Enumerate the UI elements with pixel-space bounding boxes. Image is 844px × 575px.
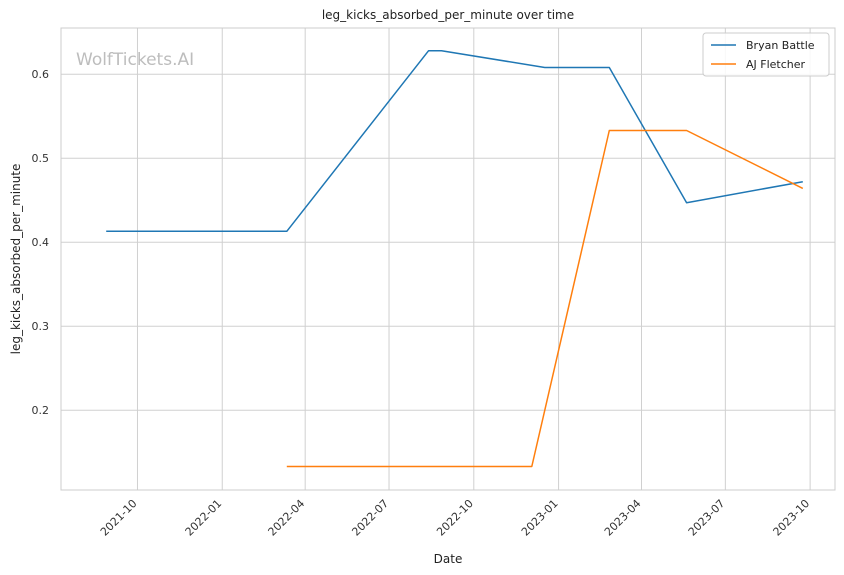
x-tick-label: 2022-07 xyxy=(349,497,391,539)
y-axis-title: leg_kicks_absorbed_per_minute xyxy=(9,164,23,355)
y-tick-label: 0.6 xyxy=(32,68,50,81)
series-line-0 xyxy=(106,49,803,233)
y-tick-label: 0.4 xyxy=(32,236,50,249)
y-tick-labels: 0.2 0.3 0.4 0.5 0.6 xyxy=(32,68,50,417)
legend-box xyxy=(702,32,830,77)
grid xyxy=(61,28,835,490)
x-axis-title: Date xyxy=(434,552,463,566)
series-line-1 xyxy=(286,129,804,468)
x-tick-label: 2021-10 xyxy=(98,497,140,539)
legend: Bryan Battle AJ Fletcher xyxy=(702,32,830,77)
legend-label: Bryan Battle xyxy=(746,39,815,52)
y-tick-label: 0.5 xyxy=(32,152,50,165)
series-layer xyxy=(106,49,804,468)
x-tick-label: 2023-10 xyxy=(771,497,813,539)
x-tick-label: 2022-01 xyxy=(183,497,225,539)
y-tick-label: 0.2 xyxy=(32,404,50,417)
plot-frame xyxy=(60,27,836,491)
x-tick-label: 2023-01 xyxy=(519,497,561,539)
x-tick-labels: 2021-10 2022-01 2022-04 2022-07 2022-10 2023-… xyxy=(98,497,812,539)
chart-title: leg_kicks_absorbed_per_minute over time xyxy=(322,8,574,22)
watermark: WolfTickets.AI xyxy=(76,50,194,70)
legend-label: AJ Fletcher xyxy=(746,58,806,71)
x-tick-label: 2023-04 xyxy=(602,497,644,539)
x-tick-label: 2022-10 xyxy=(434,497,476,539)
x-tick-label: 2023-07 xyxy=(686,497,728,539)
x-tick-label: 2022-04 xyxy=(266,497,308,539)
y-tick-label: 0.3 xyxy=(32,320,50,333)
